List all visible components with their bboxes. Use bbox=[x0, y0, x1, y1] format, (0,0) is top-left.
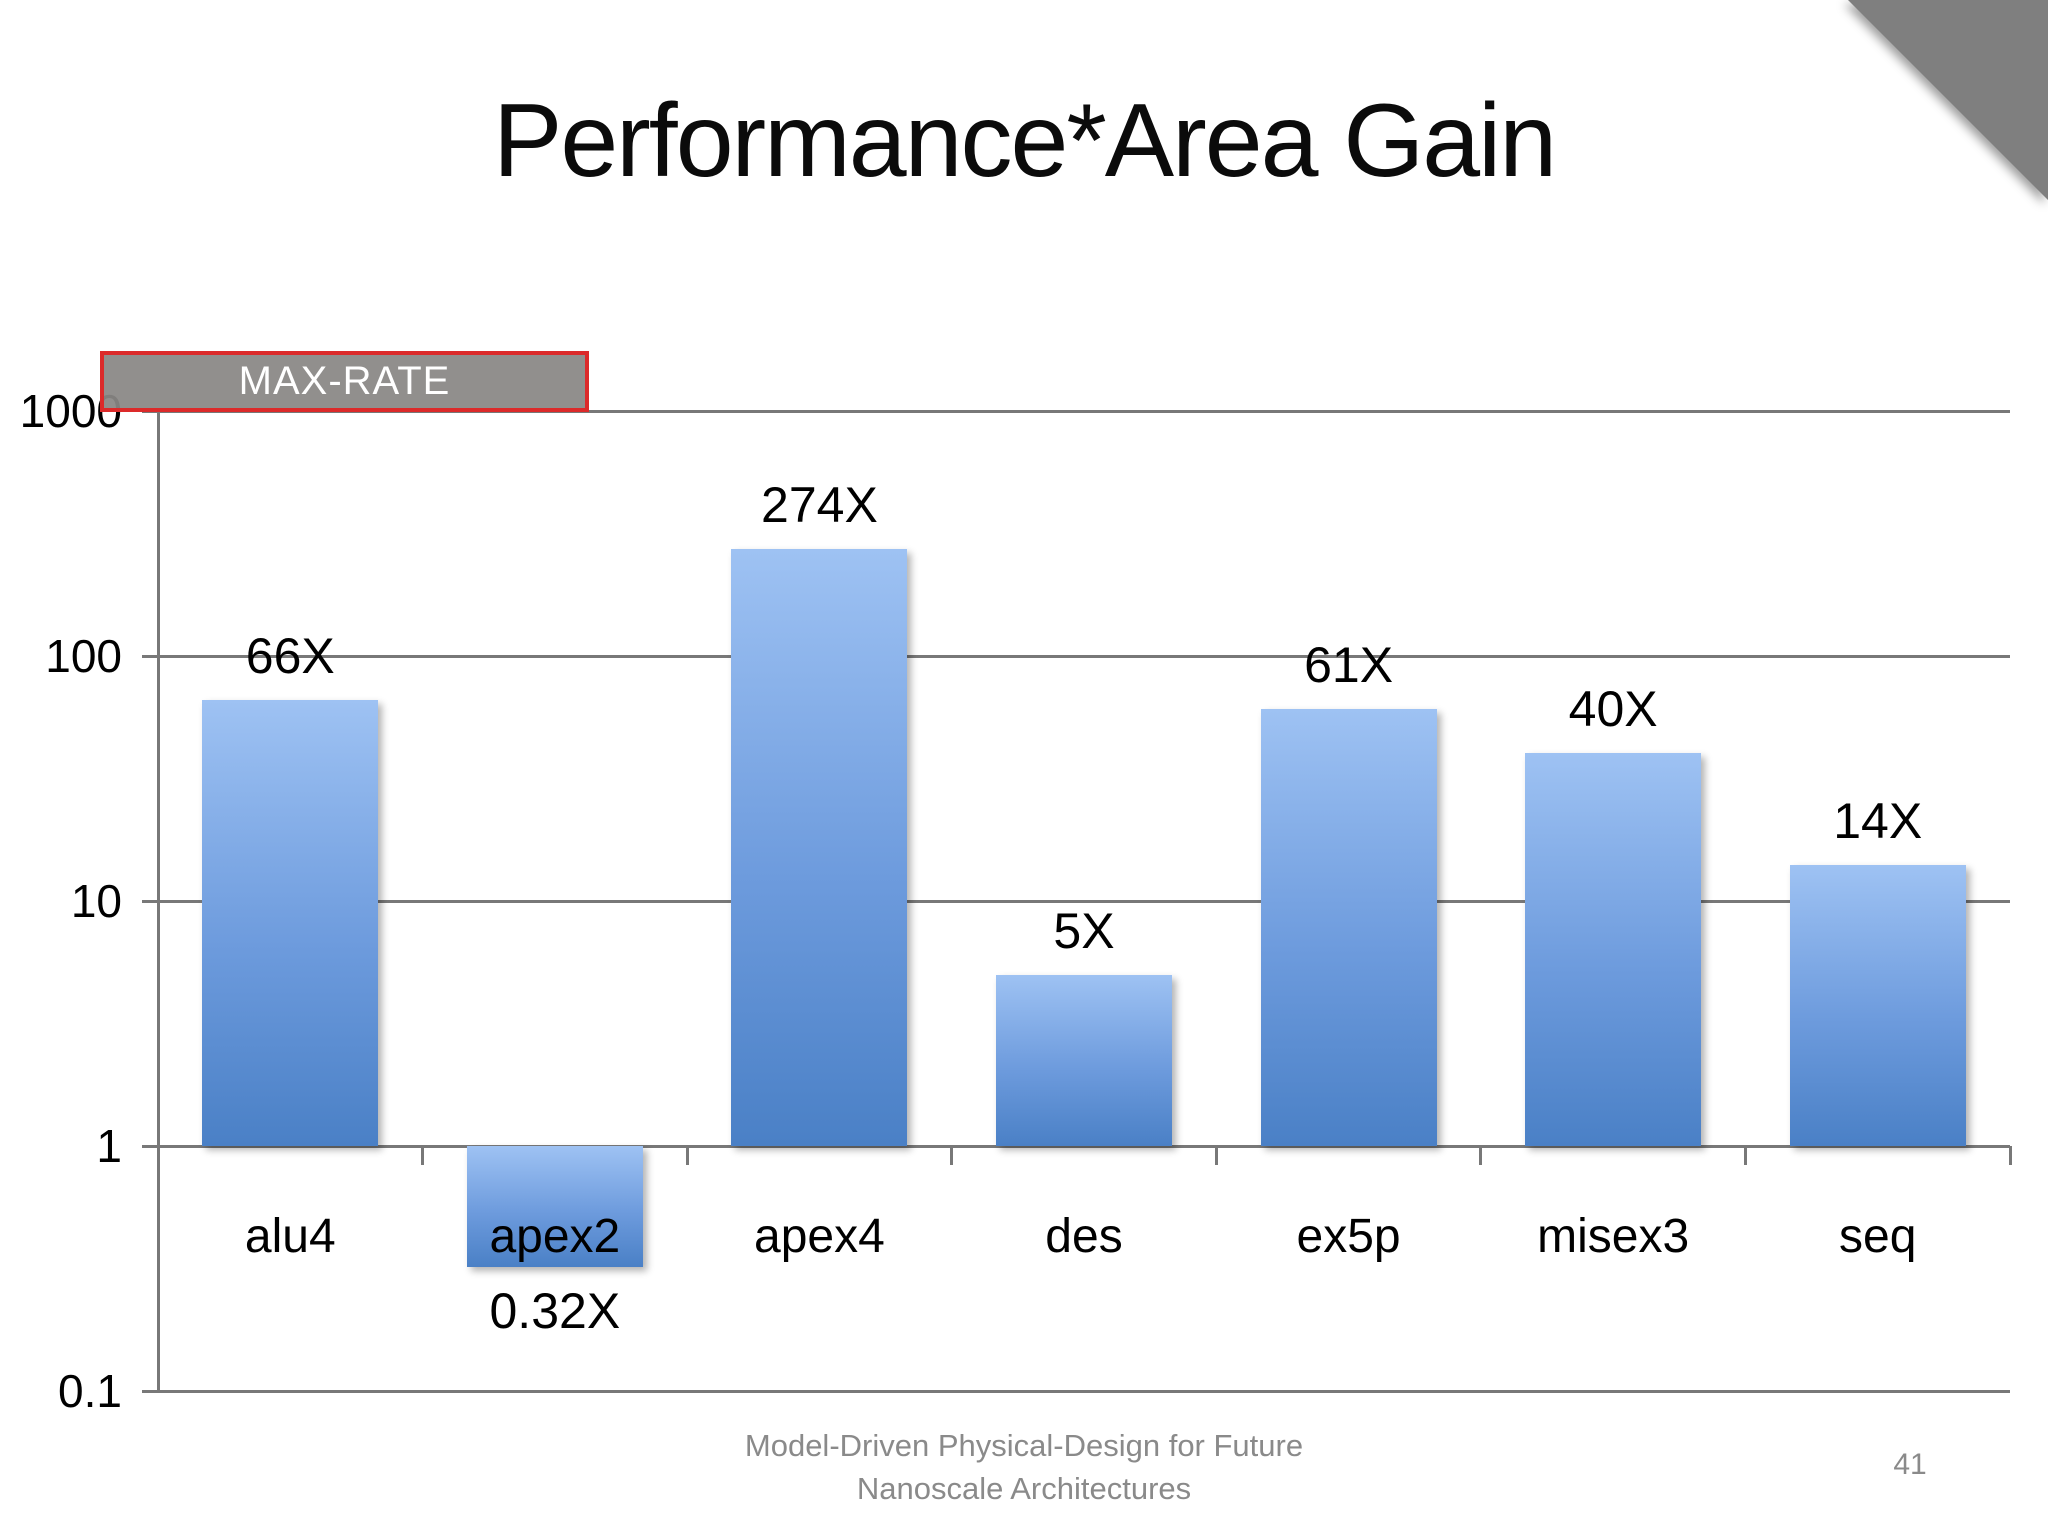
category-label-des: des bbox=[1045, 1210, 1123, 1263]
x-axis-tick-1 bbox=[421, 1146, 425, 1165]
category-label-alu4: alu4 bbox=[244, 1210, 336, 1263]
bar-apex4 bbox=[731, 548, 908, 1146]
legend-label: MAX-RATE bbox=[238, 359, 451, 403]
x-axis-tick-7 bbox=[2008, 1146, 2012, 1165]
gridline-10 bbox=[142, 899, 2010, 903]
bar-ex5p bbox=[1260, 708, 1437, 1146]
value-label-apex4: 274X bbox=[761, 476, 878, 533]
footer-text: Model-Driven Physical-Design for Future … bbox=[424, 1424, 1624, 1510]
y-tick-label-100: 100 bbox=[45, 630, 122, 682]
value-label-alu4: 66X bbox=[245, 628, 335, 685]
bar-misex3 bbox=[1525, 753, 1702, 1146]
value-label-apex2: 0.32X bbox=[489, 1283, 621, 1340]
value-label-des: 5X bbox=[1053, 902, 1115, 959]
slide-title: Performance*Area Gain bbox=[492, 83, 1557, 199]
value-label-seq: 14X bbox=[1833, 793, 1923, 850]
value-label-ex5p: 61X bbox=[1304, 636, 1394, 693]
bar-seq bbox=[1789, 865, 1966, 1146]
x-axis-tick-2 bbox=[685, 1146, 689, 1165]
x-axis-tick-6 bbox=[1743, 1146, 1747, 1165]
bar-apex2 bbox=[466, 1146, 643, 1268]
category-label-apex2: apex2 bbox=[489, 1210, 621, 1263]
gridline-0.1 bbox=[142, 1389, 2010, 1393]
x-axis-tick-5 bbox=[1479, 1146, 1483, 1165]
gridline-100 bbox=[142, 654, 2010, 658]
y-tick-label-10: 10 bbox=[70, 875, 122, 927]
gridline-1000 bbox=[142, 409, 2010, 413]
x-axis-tick-4 bbox=[1214, 1146, 1218, 1165]
y-tick-label-1: 1 bbox=[96, 1120, 122, 1172]
y-tick-label-0.1: 0.1 bbox=[58, 1365, 122, 1417]
value-label-misex3: 40X bbox=[1568, 681, 1658, 738]
x-axis-tick-3 bbox=[950, 1146, 954, 1165]
category-label-apex4: apex4 bbox=[754, 1210, 885, 1263]
footer-line-2: Nanoscale Architectures bbox=[856, 1471, 1192, 1506]
footer-line-1: Model-Driven Physical-Design for Future bbox=[744, 1428, 1304, 1463]
corner-decoration bbox=[1838, 0, 2048, 210]
category-label-seq: seq bbox=[1839, 1210, 1917, 1263]
gridline-1 bbox=[142, 1144, 2010, 1148]
y-axis-line bbox=[156, 411, 160, 1391]
page-number: 41 bbox=[1893, 1448, 1927, 1481]
bar-alu4 bbox=[202, 700, 379, 1146]
legend-box: MAX-RATE bbox=[100, 351, 589, 412]
category-label-misex3: misex3 bbox=[1537, 1210, 1690, 1263]
category-label-ex5p: ex5p bbox=[1296, 1210, 1401, 1263]
bar-des bbox=[996, 974, 1172, 1146]
